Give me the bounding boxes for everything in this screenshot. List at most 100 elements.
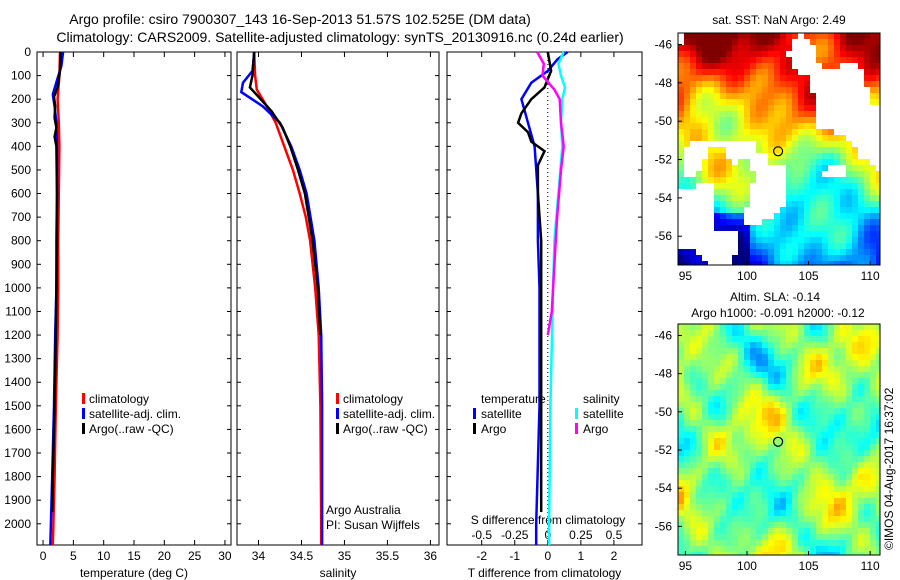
map-cell bbox=[696, 33, 702, 39]
map-cell bbox=[840, 255, 846, 261]
map-cell bbox=[702, 261, 708, 265]
map-cell bbox=[792, 516, 798, 522]
map-cell bbox=[840, 366, 846, 372]
map-cell bbox=[702, 372, 708, 378]
map-cell bbox=[702, 540, 708, 546]
map-cell bbox=[720, 330, 726, 336]
map-cell bbox=[768, 372, 774, 378]
map-cell bbox=[738, 93, 744, 99]
map-cell bbox=[858, 171, 864, 177]
map-cell bbox=[732, 420, 738, 426]
map-cell bbox=[816, 39, 822, 45]
series-line-satellite bbox=[239, 51, 324, 545]
map-cell bbox=[744, 492, 750, 498]
map-cell bbox=[870, 444, 876, 450]
map-cell bbox=[678, 426, 684, 432]
map-cell bbox=[858, 528, 864, 534]
map-cell bbox=[708, 354, 714, 360]
map-cell bbox=[846, 330, 852, 336]
map-cell bbox=[876, 336, 880, 342]
map-cell bbox=[870, 396, 876, 402]
map-cell bbox=[780, 396, 786, 402]
map-cell bbox=[858, 456, 864, 462]
map-cell bbox=[720, 45, 726, 51]
map-cell bbox=[750, 135, 756, 141]
map-cell bbox=[846, 141, 852, 147]
map-cell bbox=[834, 552, 840, 555]
map-cell bbox=[852, 153, 858, 159]
map-cell bbox=[870, 414, 876, 420]
map-cell bbox=[756, 486, 762, 492]
map-cell bbox=[684, 432, 690, 438]
map-cell bbox=[774, 93, 780, 99]
map-cell bbox=[732, 402, 738, 408]
map-cell bbox=[738, 552, 744, 555]
map-cell bbox=[738, 474, 744, 480]
map-cell bbox=[684, 33, 690, 39]
map-cell bbox=[810, 522, 816, 528]
map-cell bbox=[762, 384, 768, 390]
map-cell bbox=[696, 552, 702, 555]
map-cell bbox=[846, 468, 852, 474]
map-cell bbox=[834, 438, 840, 444]
map-cell bbox=[744, 378, 750, 384]
map-cell bbox=[846, 225, 852, 231]
x-tick-label: 100 bbox=[737, 269, 757, 283]
map-cell bbox=[684, 396, 690, 402]
map-cell bbox=[804, 378, 810, 384]
map-cell bbox=[786, 213, 792, 219]
map-cell bbox=[708, 552, 714, 555]
map-cell bbox=[780, 63, 786, 69]
map-cell bbox=[690, 129, 696, 135]
map-cell bbox=[792, 378, 798, 384]
map-cell bbox=[822, 426, 828, 432]
map-cell bbox=[732, 225, 738, 231]
map-cell bbox=[852, 540, 858, 546]
map-cell bbox=[702, 159, 708, 165]
map-cell bbox=[768, 69, 774, 75]
map-cell bbox=[714, 129, 720, 135]
map-cell bbox=[822, 432, 828, 438]
map-cell bbox=[828, 468, 834, 474]
map-cell bbox=[876, 486, 880, 492]
map-cell bbox=[762, 324, 768, 330]
map-cell bbox=[822, 372, 828, 378]
map-cell bbox=[810, 486, 816, 492]
map-cell bbox=[774, 324, 780, 330]
map-cell bbox=[732, 432, 738, 438]
map-cell bbox=[738, 183, 744, 189]
map-cell bbox=[684, 372, 690, 378]
map-cell bbox=[810, 129, 816, 135]
map-cell bbox=[714, 438, 720, 444]
map-cell bbox=[684, 450, 690, 456]
map-cell bbox=[696, 462, 702, 468]
map-cell bbox=[816, 432, 822, 438]
map-cell bbox=[798, 87, 804, 93]
map-cell bbox=[834, 255, 840, 261]
map-cell bbox=[816, 45, 822, 51]
map-cell bbox=[864, 39, 870, 45]
map-cell bbox=[828, 159, 834, 165]
map-cell bbox=[720, 159, 726, 165]
map-cell bbox=[870, 408, 876, 414]
map-cell bbox=[738, 189, 744, 195]
map-cell bbox=[774, 213, 780, 219]
map-cell bbox=[744, 456, 750, 462]
map-cell bbox=[792, 105, 798, 111]
map-cell bbox=[852, 213, 858, 219]
map-cell bbox=[780, 57, 786, 63]
map-cell bbox=[816, 147, 822, 153]
map-cell bbox=[750, 255, 756, 261]
map-cell bbox=[726, 201, 732, 207]
map-cell bbox=[702, 69, 708, 75]
map-cell bbox=[750, 534, 756, 540]
map-cell bbox=[714, 426, 720, 432]
map-cell bbox=[714, 420, 720, 426]
map-cell bbox=[744, 408, 750, 414]
map-cell bbox=[726, 510, 732, 516]
map-cell bbox=[768, 45, 774, 51]
map-cell bbox=[774, 147, 780, 153]
map-cell bbox=[840, 360, 846, 366]
map-cell bbox=[876, 243, 880, 249]
map-cell bbox=[750, 402, 756, 408]
